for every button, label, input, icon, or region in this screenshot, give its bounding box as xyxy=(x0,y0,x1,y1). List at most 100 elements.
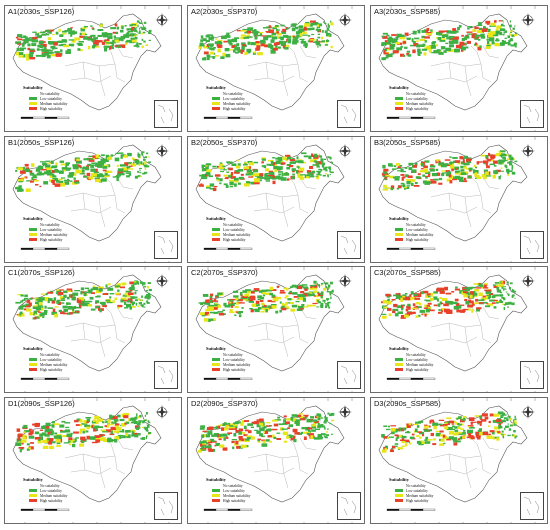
legend-swatch xyxy=(212,483,220,488)
suitability-patch xyxy=(127,292,134,295)
suitability-patch xyxy=(292,158,295,161)
suitability-patch xyxy=(204,445,210,449)
suitability-patch xyxy=(146,302,150,304)
suitability-patch xyxy=(394,165,397,168)
suitability-patch xyxy=(501,430,504,433)
suitability-patch xyxy=(86,421,89,423)
suitability-patch xyxy=(402,41,407,44)
suitability-patch xyxy=(32,423,35,426)
suitability-patch xyxy=(459,436,463,440)
suitability-patch xyxy=(472,170,479,174)
suitability-patch xyxy=(327,174,329,177)
suitability-patch xyxy=(274,169,277,172)
suitability-patch xyxy=(79,304,82,308)
suitability-patch xyxy=(311,33,315,36)
suitability-patch xyxy=(440,46,446,50)
suitability-patch xyxy=(45,425,50,429)
suitability-patch xyxy=(21,442,24,445)
suitability-patch xyxy=(55,179,60,183)
suitability-patch xyxy=(72,297,76,301)
province-boundary xyxy=(281,196,289,228)
suitability-patch xyxy=(389,175,395,179)
legend-item: Medium suitability xyxy=(23,101,67,106)
province-boundary xyxy=(104,176,116,196)
legend-label: Low suitability xyxy=(223,357,245,362)
legend-label: No suitability xyxy=(223,352,243,357)
suitability-patch xyxy=(246,445,249,448)
legend-swatch xyxy=(212,96,220,101)
suitability-patch xyxy=(99,437,105,441)
suitability-patch xyxy=(208,304,215,307)
province-boundary xyxy=(70,338,86,342)
suitability-patch xyxy=(310,416,315,419)
suitability-patch xyxy=(61,299,66,301)
suitability-patch xyxy=(28,447,32,450)
suitability-patch xyxy=(129,165,133,167)
suitability-patch xyxy=(32,31,37,33)
suitability-patch xyxy=(138,21,141,24)
suitability-patch xyxy=(265,173,271,175)
suitability-patch xyxy=(508,161,512,164)
suitability-patch xyxy=(505,302,509,305)
legend-item: Low suitability xyxy=(23,488,67,493)
suitability-patch xyxy=(420,162,424,167)
suitability-patch xyxy=(323,167,326,171)
suitability-patch xyxy=(509,157,513,160)
suitability-patch xyxy=(514,297,516,299)
suitability-patch xyxy=(268,29,274,34)
suitability-patch xyxy=(390,53,395,55)
suitability-patch xyxy=(504,37,508,39)
province-boundary xyxy=(448,322,478,344)
suitability-patch xyxy=(242,46,245,49)
suitability-patch xyxy=(436,172,441,176)
suitability-patch xyxy=(62,305,68,309)
suitability-patch xyxy=(134,425,140,429)
suitability-patch xyxy=(317,417,321,421)
province-boundary xyxy=(82,192,112,214)
suitability-patch xyxy=(217,304,221,308)
suitability-patch xyxy=(325,169,328,172)
suitability-patch xyxy=(301,427,307,430)
province-boundary xyxy=(116,45,134,59)
suitability-patch xyxy=(244,51,248,55)
suitability-patch xyxy=(248,176,254,178)
suitability-patch xyxy=(200,35,204,39)
suitability-patch xyxy=(95,46,100,48)
suitability-patch xyxy=(251,304,258,306)
suitability-patch xyxy=(72,292,79,296)
suitability-patch xyxy=(408,162,414,166)
legend-item: Medium suitability xyxy=(23,232,67,237)
suitability-patch xyxy=(381,35,385,38)
panel-title: A3(2030s_SSP585) xyxy=(374,7,441,16)
suitability-patch xyxy=(73,180,80,183)
province-boundary xyxy=(253,208,269,212)
suitability-patch xyxy=(276,438,281,440)
suitability-patch xyxy=(206,185,210,189)
suitability-patch xyxy=(291,176,295,180)
suitability-patch xyxy=(417,306,422,309)
suitability-patch xyxy=(277,176,284,180)
legend-label: Low suitability xyxy=(406,96,428,101)
suitability-patch xyxy=(411,433,415,436)
suitability-patch xyxy=(144,427,148,431)
province-boundary xyxy=(247,61,299,67)
suitability-patch xyxy=(494,173,498,175)
suitability-patch xyxy=(321,40,325,43)
suitability-patch xyxy=(252,290,258,292)
south-china-sea-inset xyxy=(337,492,361,520)
suitability-patch xyxy=(459,41,465,46)
suitability-patch xyxy=(406,50,411,53)
suitability-patch xyxy=(93,44,97,47)
suitability-patch xyxy=(27,47,31,51)
suitability-patch xyxy=(317,426,320,428)
suitability-patch xyxy=(201,168,205,172)
suitability-patch xyxy=(317,36,320,39)
suitability-patch xyxy=(324,435,327,438)
suitability-patch xyxy=(272,27,277,30)
suitability-patch xyxy=(317,29,319,32)
suitability-patch xyxy=(125,172,131,174)
province-boundary xyxy=(247,192,299,198)
suitability-patch xyxy=(223,174,228,177)
suitability-patch xyxy=(296,156,299,160)
suitability-patch xyxy=(68,294,72,298)
